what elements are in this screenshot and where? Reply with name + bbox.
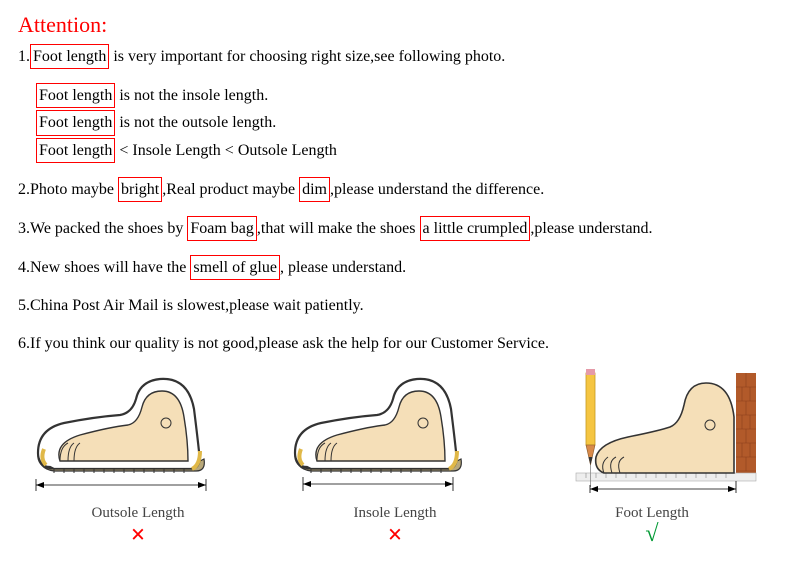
attention-title: Attention:	[18, 12, 772, 38]
outsole-diagram: Outsole Length ×	[24, 369, 252, 548]
point-1-line1: 1.Foot length is very important for choo…	[18, 44, 772, 69]
point-1-line3: Foot length is not the outsole length.	[18, 110, 772, 135]
foot-measure-svg	[538, 369, 766, 501]
point-6: 6.If you think our quality is not good,p…	[18, 332, 772, 355]
point-1-line4: Foot length < Insole Length < Outsole Le…	[18, 138, 772, 163]
foot-length-box-4: Foot length	[36, 138, 115, 163]
point-4: 4.New shoes will have the smell of glue,…	[18, 255, 772, 280]
insole-shoe-svg	[281, 369, 509, 501]
smell-glue-box: smell of glue	[190, 255, 280, 280]
diagram-row: Outsole Length ×	[18, 369, 772, 548]
foot-diagram: Foot Length √	[538, 369, 766, 548]
pencil-icon	[586, 369, 595, 487]
foot-label: Foot Length	[615, 505, 689, 522]
foot-length-box-3: Foot length	[36, 110, 115, 135]
insole-diagram: Insole Length ×	[281, 369, 509, 548]
point-5: 5.China Post Air Mail is slowest,please …	[18, 294, 772, 317]
p1-rest1: is very important for choosing right siz…	[109, 48, 505, 65]
foot-length-box-1: Foot length	[30, 44, 109, 69]
crumpled-box: a little crumpled	[420, 216, 531, 241]
bright-box: bright	[118, 177, 162, 202]
insole-x-mark: ×	[388, 522, 403, 548]
num-1: 1.	[18, 48, 30, 65]
point-3: 3.We packed the shoes by Foam bag,that w…	[18, 216, 772, 241]
point-2: 2.Photo maybe bright,Real product maybe …	[18, 177, 772, 202]
foot-check-mark: √	[645, 522, 658, 546]
outsole-x-mark: ×	[131, 522, 146, 548]
outsole-shoe-svg	[24, 369, 252, 501]
dim-box: dim	[299, 177, 330, 202]
point-1-line2: Foot length is not the insole length.	[18, 83, 772, 108]
foam-bag-box: Foam bag	[187, 216, 257, 241]
foot-length-box-2: Foot length	[36, 83, 115, 108]
